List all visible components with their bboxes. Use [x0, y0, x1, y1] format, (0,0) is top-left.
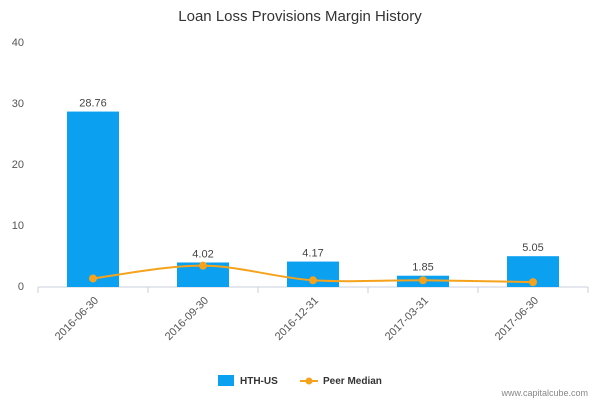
y-axis: 0 10 20 30 40	[12, 37, 24, 293]
peer-median-point-2016-09-30	[199, 261, 207, 270]
x-tick-marks	[37, 287, 589, 293]
peer-median-point-2016-12-31	[309, 276, 317, 285]
source-credit: www.capitalcube.com	[500, 388, 588, 398]
x-tick-label: 2017-03-31	[383, 295, 431, 343]
bar-data-label: 4.02	[192, 248, 213, 260]
peer-median-point-2017-06-30	[529, 278, 537, 287]
legend-swatch-hth-us	[218, 375, 234, 386]
peer-median-points	[89, 261, 537, 287]
legend-swatch-peer-median-marker	[305, 377, 313, 385]
bar-data-label: 1.85	[412, 262, 433, 274]
y-tick-label: 10	[12, 220, 24, 232]
bars	[67, 111, 559, 288]
chart-title: Loan Loss Provisions Margin History	[178, 8, 422, 25]
legend-label-peer-median: Peer Median	[323, 376, 382, 387]
y-tick-label: 20	[12, 159, 24, 171]
y-tick-label: 40	[12, 37, 24, 49]
peer-median-point-2016-06-30	[89, 274, 97, 283]
legend: HTH-US Peer Median	[218, 375, 382, 387]
bar-2016-06-30	[67, 111, 119, 288]
bar-data-label: 28.76	[79, 98, 107, 110]
bar-data-label: 4.17	[302, 248, 323, 260]
y-tick-label: 30	[12, 98, 24, 110]
x-tick-label: 2016-06-30	[53, 295, 101, 343]
x-tick-label: 2016-12-31	[273, 295, 321, 343]
legend-label-hth-us: HTH-US	[240, 376, 278, 387]
bar-data-labels: 28.76 4.02 4.17 1.85 5.05	[79, 98, 543, 274]
bar-data-label: 5.05	[522, 242, 543, 254]
x-axis-labels: 2016-06-30 2016-09-30 2016-12-31 2017-03-31…	[53, 295, 541, 343]
peer-median-point-2017-03-31	[419, 276, 427, 285]
x-tick-label: 2016-09-30	[163, 295, 211, 343]
x-tick-label: 2017-06-30	[493, 295, 541, 343]
y-tick-label: 0	[18, 281, 24, 293]
